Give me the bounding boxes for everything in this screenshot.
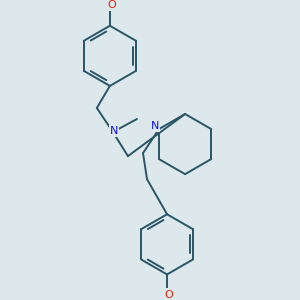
Text: O: O [165, 290, 173, 300]
Text: O: O [107, 0, 116, 10]
Text: N: N [151, 121, 159, 131]
Text: N: N [110, 126, 118, 136]
